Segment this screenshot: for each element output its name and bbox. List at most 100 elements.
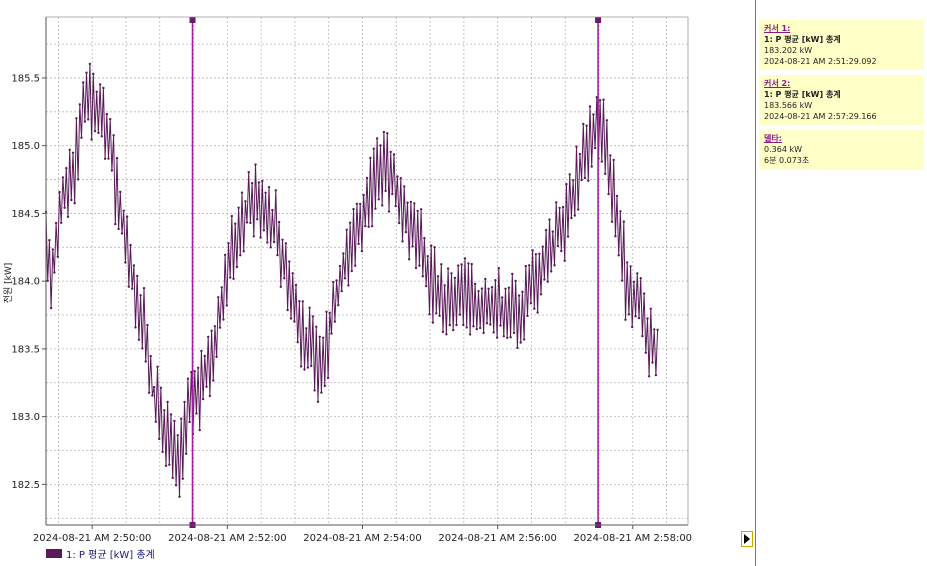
data-point xyxy=(566,235,570,238)
data-point xyxy=(83,120,87,123)
data-point xyxy=(125,215,129,218)
data-point xyxy=(127,285,130,288)
play-arrow-icon xyxy=(744,534,750,544)
data-point xyxy=(546,280,549,283)
data-point xyxy=(413,202,416,205)
data-point xyxy=(641,334,644,338)
data-point xyxy=(274,189,277,192)
data-point xyxy=(151,394,154,397)
data-point xyxy=(85,71,88,74)
data-point xyxy=(264,191,267,194)
data-point xyxy=(134,326,137,329)
data-point xyxy=(516,346,519,350)
data-point xyxy=(430,244,433,247)
data-point xyxy=(156,365,159,368)
data-point xyxy=(593,146,597,150)
data-point xyxy=(448,323,451,327)
data-point xyxy=(232,277,235,280)
data-point xyxy=(406,201,409,204)
data-point xyxy=(490,286,494,289)
data-point xyxy=(95,90,98,94)
data-point xyxy=(458,313,462,316)
data-point xyxy=(612,158,615,162)
data-point xyxy=(506,336,509,339)
data-point xyxy=(93,129,97,133)
y-tick-label: 185.0 xyxy=(11,141,40,152)
y-tick-label: 184.5 xyxy=(11,209,40,220)
data-point xyxy=(489,323,492,326)
data-point xyxy=(463,257,467,260)
y-axis-title: 전원 [kW] xyxy=(3,263,14,304)
data-point xyxy=(284,242,288,245)
data-point xyxy=(316,400,320,403)
y-tick-label: 182.5 xyxy=(11,480,40,491)
data-point xyxy=(283,277,286,280)
cursor-layer[interactable] xyxy=(189,17,602,528)
data-point xyxy=(252,235,255,238)
legend-label: 1: P 평균 [kW] 총계 xyxy=(66,550,155,561)
data-point xyxy=(46,279,49,282)
legend-swatch xyxy=(46,549,62,558)
data-point xyxy=(58,190,61,194)
data-point xyxy=(161,450,164,454)
data-point xyxy=(311,315,315,318)
data-point xyxy=(122,209,125,212)
data-point xyxy=(607,192,610,196)
data-point xyxy=(176,434,179,437)
data-point xyxy=(563,259,566,262)
cursor-1-top-handle[interactable] xyxy=(189,17,196,23)
data-point xyxy=(359,202,362,206)
data-point xyxy=(602,98,605,101)
data-point xyxy=(51,248,54,251)
data-point xyxy=(144,360,147,363)
data-point xyxy=(271,208,274,212)
data-point xyxy=(288,260,291,263)
expand-panel-button[interactable] xyxy=(741,531,753,547)
data-point xyxy=(467,262,470,265)
data-point xyxy=(565,182,568,186)
data-point xyxy=(205,385,208,388)
cursor-2-panel: 커서 2: 1: P 평균 [kW] 총계 183.566 kW 2024-08… xyxy=(759,75,924,125)
data-point xyxy=(227,242,230,245)
data-point xyxy=(561,205,565,209)
data-point xyxy=(146,323,149,327)
data-point xyxy=(188,420,191,424)
data-point xyxy=(171,476,174,480)
data-point xyxy=(392,153,396,156)
data-point xyxy=(580,178,583,182)
data-point xyxy=(56,255,59,258)
data-point xyxy=(78,103,82,106)
data-point xyxy=(389,150,392,154)
data-point xyxy=(634,315,637,318)
data-point xyxy=(103,157,107,160)
data-point xyxy=(653,328,656,331)
data-point xyxy=(387,210,391,213)
data-point xyxy=(63,206,66,209)
data-point xyxy=(212,379,215,382)
x-tick-label: 2024-08-21 AM 2:54:00 xyxy=(303,533,422,544)
data-point xyxy=(517,294,521,297)
data-point xyxy=(276,253,279,257)
data-point xyxy=(644,351,647,354)
cursor-2-top-handle[interactable] xyxy=(595,17,602,23)
cursor-2-time: 2024-08-21 AM 2:57:29.166 xyxy=(764,112,877,121)
panel-divider[interactable] xyxy=(755,0,756,566)
data-point xyxy=(394,204,397,208)
data-point xyxy=(600,160,603,163)
data-point xyxy=(487,287,490,290)
data-point xyxy=(88,62,92,66)
data-point xyxy=(529,302,533,305)
data-point xyxy=(92,72,95,76)
data-point xyxy=(60,221,63,224)
data-point xyxy=(168,463,171,466)
data-point xyxy=(468,333,472,336)
data-point xyxy=(277,220,281,224)
data-point xyxy=(587,179,590,182)
data-point xyxy=(210,329,213,332)
data-point xyxy=(323,384,326,388)
data-point xyxy=(225,304,228,307)
data-point xyxy=(550,270,553,273)
data-point xyxy=(543,278,546,281)
data-point xyxy=(379,144,382,147)
